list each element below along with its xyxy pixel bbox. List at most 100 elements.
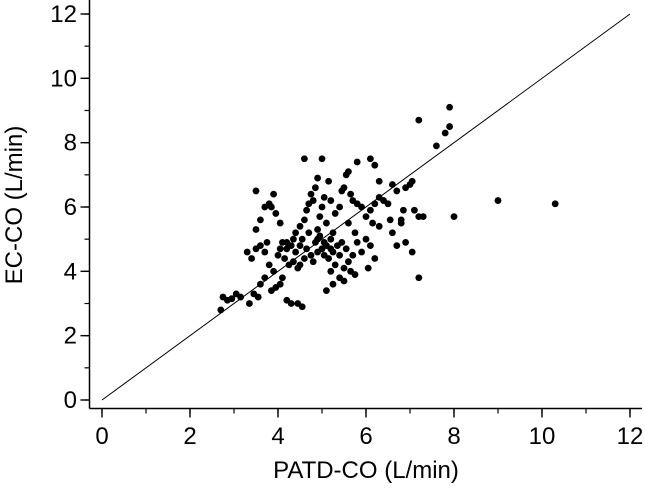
data-point — [340, 264, 348, 272]
data-point — [367, 242, 374, 250]
data-point — [371, 200, 379, 208]
data-point — [408, 177, 416, 185]
data-point — [305, 229, 313, 237]
data-point — [296, 242, 304, 250]
data-points — [217, 103, 559, 314]
data-point — [351, 229, 359, 237]
data-point — [353, 238, 361, 246]
data-point — [353, 158, 361, 166]
data-point — [314, 226, 321, 233]
data-point — [358, 203, 365, 211]
data-point — [375, 222, 383, 230]
y-tick-label: 0 — [64, 387, 77, 414]
data-point — [296, 222, 304, 230]
data-point — [307, 251, 315, 259]
data-point — [331, 261, 339, 269]
data-point — [336, 203, 343, 211]
data-point — [397, 219, 405, 227]
data-point — [323, 219, 330, 227]
data-point — [371, 161, 379, 169]
x-tick-label: 0 — [95, 423, 108, 450]
x-tick-label: 6 — [359, 423, 372, 450]
data-point — [303, 245, 310, 253]
data-point — [433, 142, 440, 150]
data-point — [314, 174, 321, 182]
data-point — [446, 123, 453, 130]
data-point — [340, 184, 348, 192]
data-point — [276, 245, 284, 253]
data-point — [237, 293, 245, 301]
data-point — [325, 255, 332, 262]
data-point — [323, 287, 330, 295]
data-point — [342, 245, 350, 253]
data-point — [411, 206, 418, 214]
x-tick-label: 2 — [183, 423, 196, 450]
data-point — [340, 277, 348, 285]
x-tick-label: 4 — [271, 423, 284, 450]
data-point — [345, 219, 352, 227]
data-point — [252, 226, 260, 233]
data-point — [419, 213, 427, 221]
data-point — [287, 300, 295, 307]
data-point — [309, 258, 317, 266]
data-point — [303, 206, 310, 214]
x-tick-label: 8 — [447, 423, 460, 450]
data-point — [329, 229, 337, 237]
y-tick-label: 2 — [64, 323, 77, 350]
x-tick-label: 12 — [617, 423, 644, 450]
data-point — [338, 238, 346, 246]
data-point — [400, 206, 407, 214]
data-point — [362, 213, 370, 221]
data-point — [272, 210, 280, 217]
axis-ticks: 0 2 4 6 8 10 12 0 2 4 6 8 10 12 — [50, 1, 643, 450]
data-point — [415, 116, 423, 124]
data-point — [375, 177, 383, 185]
data-point — [349, 251, 357, 259]
y-tick-label: 8 — [64, 130, 77, 157]
data-point — [393, 242, 401, 250]
data-point — [279, 274, 286, 282]
data-point — [268, 203, 275, 211]
data-point — [318, 203, 326, 211]
data-point — [263, 238, 271, 246]
data-point — [345, 258, 352, 266]
data-point — [318, 155, 326, 163]
data-point — [301, 255, 308, 262]
data-point — [320, 238, 328, 246]
data-point — [367, 206, 374, 214]
data-point — [261, 274, 269, 282]
data-point — [329, 280, 337, 288]
data-point — [276, 219, 284, 227]
data-point — [327, 245, 335, 253]
data-point — [292, 229, 299, 237]
data-point — [248, 255, 256, 262]
x-axis-title: PATD-CO (L/min) — [273, 457, 459, 484]
data-point — [316, 213, 324, 221]
data-point — [551, 200, 559, 208]
data-point — [257, 216, 264, 224]
data-point — [345, 168, 352, 176]
data-point — [274, 251, 282, 259]
identity-line — [101, 13, 631, 401]
data-point — [336, 251, 343, 259]
data-point — [320, 193, 328, 201]
data-point — [358, 248, 365, 256]
data-point — [254, 293, 262, 301]
data-point — [369, 219, 376, 227]
data-point — [298, 303, 306, 311]
data-point — [393, 187, 401, 195]
data-point — [257, 242, 264, 250]
data-point — [279, 238, 286, 246]
data-point — [265, 261, 273, 269]
data-point — [292, 248, 299, 256]
data-point — [327, 197, 335, 204]
data-point — [281, 255, 288, 262]
data-point — [347, 190, 354, 198]
reference-line-layer — [101, 13, 631, 401]
data-point — [351, 271, 359, 278]
data-point — [276, 280, 284, 288]
data-point — [298, 235, 306, 243]
data-point — [261, 248, 269, 256]
data-point — [450, 213, 458, 221]
y-tick-label: 4 — [64, 258, 77, 285]
